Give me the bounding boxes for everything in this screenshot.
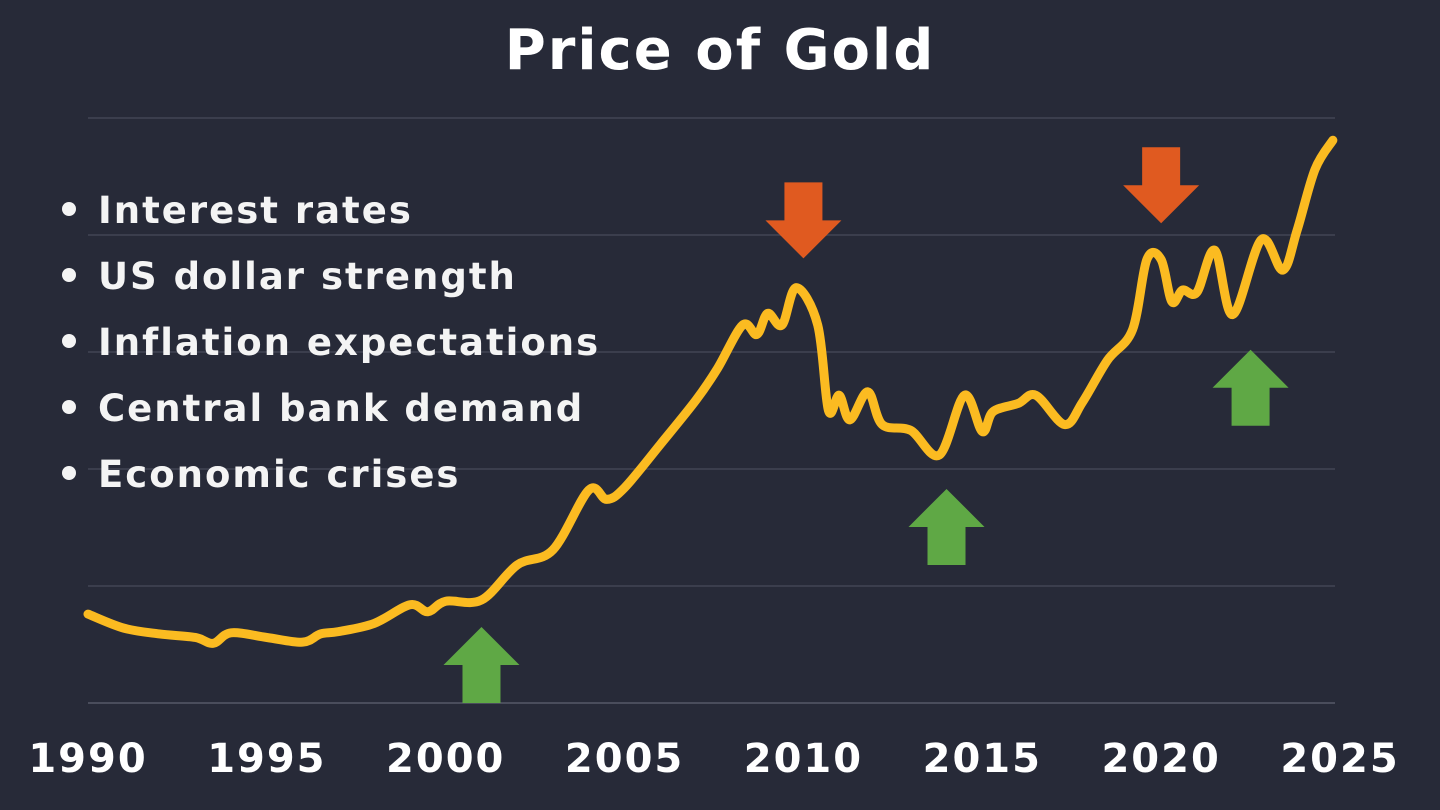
- bullet-icon: [62, 201, 76, 216]
- up-arrow-icon: [1212, 349, 1289, 426]
- bullet-icon: [62, 465, 76, 480]
- x-tick-label: 2015: [923, 736, 1042, 782]
- factor-label: Economic crises: [98, 453, 461, 496]
- factor-label: US dollar strength: [98, 255, 517, 298]
- factor-list: Interest rates US dollar strength Inflat…: [62, 186, 600, 516]
- down-arrow-icon: [765, 182, 842, 259]
- factor-item: Inflation expectations: [62, 318, 600, 384]
- x-tick-label: 2005: [565, 736, 684, 782]
- chart-title: Price of Gold: [504, 18, 936, 83]
- factor-label: Central bank demand: [98, 387, 585, 430]
- up-arrow-icon: [908, 488, 985, 565]
- bullet-icon: [62, 333, 76, 348]
- factor-item: US dollar strength: [62, 252, 600, 318]
- factor-item: Central bank demand: [62, 384, 600, 450]
- up-arrow-icon: [443, 627, 520, 703]
- bullet-icon: [62, 399, 76, 414]
- x-tick-label: 2010: [744, 736, 863, 782]
- gold-price-line: [83, 135, 1338, 648]
- x-tick-label: 2020: [1101, 736, 1220, 782]
- x-tick-label: 2025: [1280, 736, 1399, 782]
- factor-item: Interest rates: [62, 186, 600, 252]
- factor-label: Inflation expectations: [98, 321, 601, 364]
- x-tick-label: 2000: [386, 736, 505, 782]
- factor-item: Economic crises: [62, 450, 600, 516]
- down-arrow-icon: [1123, 147, 1200, 224]
- bullet-icon: [62, 267, 76, 282]
- x-tick-label: 1990: [28, 736, 147, 782]
- x-tick-label: 1995: [207, 736, 326, 782]
- factor-label: Interest rates: [98, 189, 413, 232]
